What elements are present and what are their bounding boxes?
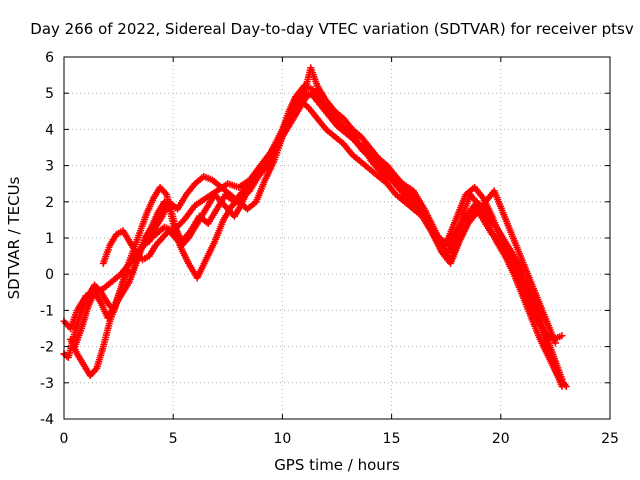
series-pass-1: [60, 82, 566, 343]
x-tick-label: 25: [601, 431, 619, 447]
y-tick-label: 6: [45, 50, 54, 66]
y-tick-label: 1: [45, 231, 54, 247]
y-tick-label: 2: [45, 195, 54, 211]
y-tick-label: 3: [45, 159, 54, 175]
y-axis-label: SDTVAR / TECUs: [5, 176, 23, 299]
y-tick-label: 0: [45, 267, 54, 283]
chart-title: Day 266 of 2022, Sidereal Day-to-day VTE…: [30, 20, 634, 38]
series-pass-5: [99, 89, 566, 383]
x-axis-label: GPS time / hours: [274, 456, 400, 474]
y-tick-label: 5: [45, 86, 54, 102]
data-point: [551, 339, 559, 347]
x-tick-label: 5: [169, 431, 178, 447]
y-tick-label: -4: [40, 412, 54, 428]
x-tick-label: 20: [492, 431, 510, 447]
axis-ticks: [63, 56, 611, 420]
data-marks: [60, 64, 570, 390]
x-tick-label: 10: [273, 431, 291, 447]
y-tick-label: -1: [40, 303, 54, 319]
y-tick-label: -2: [40, 340, 54, 356]
data-point: [558, 382, 566, 390]
x-tick-label: 15: [383, 431, 401, 447]
tick-labels: 0 5 10 15 20 25 -4 -3 -2 -1 0 1 2 3 4 5 6: [40, 50, 619, 447]
y-tick-label: -3: [40, 376, 54, 392]
x-tick-label: 0: [60, 431, 69, 447]
y-tick-label: 4: [45, 122, 54, 138]
data-point: [558, 332, 566, 340]
data-point: [558, 375, 566, 383]
